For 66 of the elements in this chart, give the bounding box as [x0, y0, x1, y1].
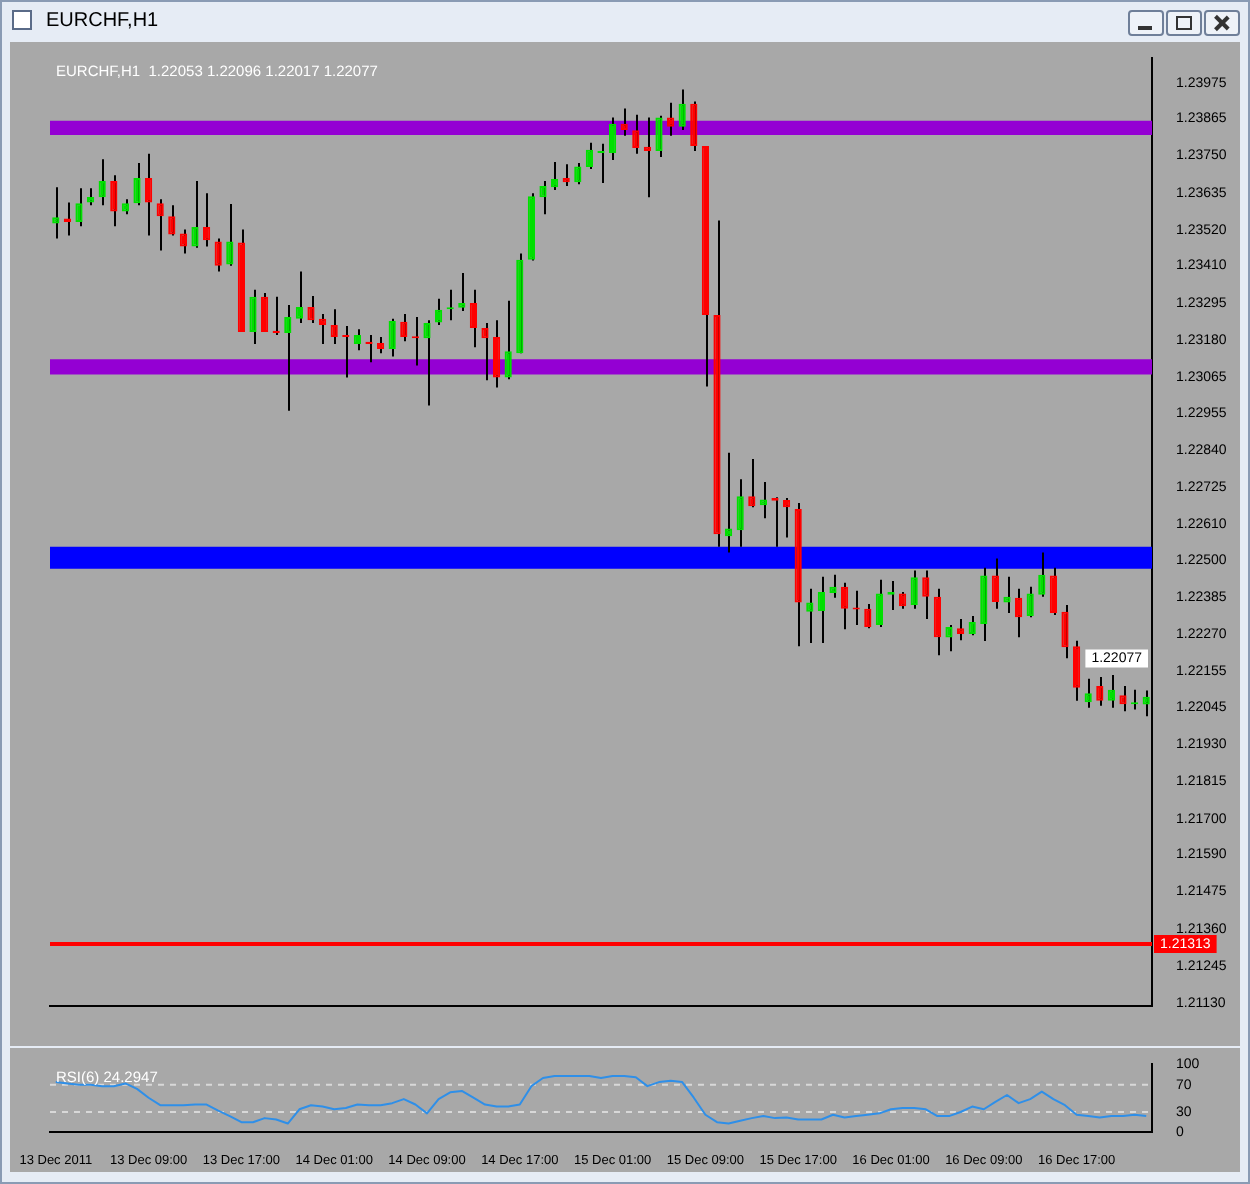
candlestick	[957, 618, 965, 642]
candlestick	[736, 478, 744, 548]
candlestick	[145, 152, 153, 237]
candlestick	[388, 317, 396, 358]
candlestick	[991, 557, 999, 610]
candlestick	[179, 228, 187, 255]
candlestick	[783, 497, 791, 539]
candlestick	[214, 237, 222, 273]
candlestick	[841, 581, 849, 631]
candlestick	[330, 308, 338, 346]
candlestick	[1026, 585, 1034, 619]
candlestick	[226, 203, 234, 267]
candlestick	[400, 313, 408, 343]
candlestick	[748, 457, 756, 509]
candlestick	[284, 303, 292, 412]
candlestick	[1107, 674, 1115, 709]
candlestick	[1049, 566, 1057, 616]
candlestick	[295, 270, 303, 325]
candlestick	[933, 587, 941, 657]
candlestick	[307, 294, 315, 325]
candlestick	[1096, 676, 1104, 707]
candlestick	[875, 578, 883, 628]
candlestick	[806, 587, 814, 645]
candlestick	[539, 180, 547, 216]
candlestick	[481, 322, 489, 382]
candlestick	[1061, 603, 1069, 660]
candlestick	[261, 291, 269, 334]
candlestick	[458, 271, 466, 313]
candlestick	[203, 192, 211, 248]
candlestick	[75, 187, 83, 228]
candlestick	[910, 569, 918, 610]
candlestick	[423, 319, 431, 407]
candlestick	[249, 288, 257, 346]
candlestick	[922, 569, 930, 621]
candlestick	[655, 114, 663, 159]
candlestick	[191, 180, 199, 249]
candlestick	[353, 328, 361, 352]
candlestick	[1003, 575, 1011, 614]
candlestick	[504, 299, 512, 381]
candlestick	[1084, 677, 1092, 709]
candlestick	[632, 113, 640, 155]
candlestick	[968, 614, 976, 637]
candlestick	[690, 100, 698, 152]
candlestick	[945, 623, 953, 653]
candlestick	[110, 174, 118, 228]
candlestick	[1015, 587, 1023, 639]
candlestick	[133, 161, 141, 207]
candlestick	[168, 204, 176, 237]
candlestick	[585, 141, 593, 171]
candlestick	[156, 198, 164, 252]
candlestick	[1038, 551, 1046, 598]
candlestick	[817, 575, 825, 645]
candlestick	[493, 319, 501, 389]
candlestick	[98, 158, 106, 207]
candlestick	[667, 101, 675, 137]
candlestick	[574, 161, 582, 186]
candlestick	[864, 602, 872, 630]
candlestick	[1119, 685, 1127, 713]
chart-title: EURCHF,H1	[46, 10, 159, 32]
candlestick	[609, 116, 617, 161]
candlestick	[829, 573, 837, 599]
candlestick	[678, 88, 686, 131]
candlestick	[1073, 639, 1081, 702]
candlestick	[551, 160, 559, 192]
candlestick	[469, 288, 477, 349]
candlestick	[759, 480, 767, 520]
